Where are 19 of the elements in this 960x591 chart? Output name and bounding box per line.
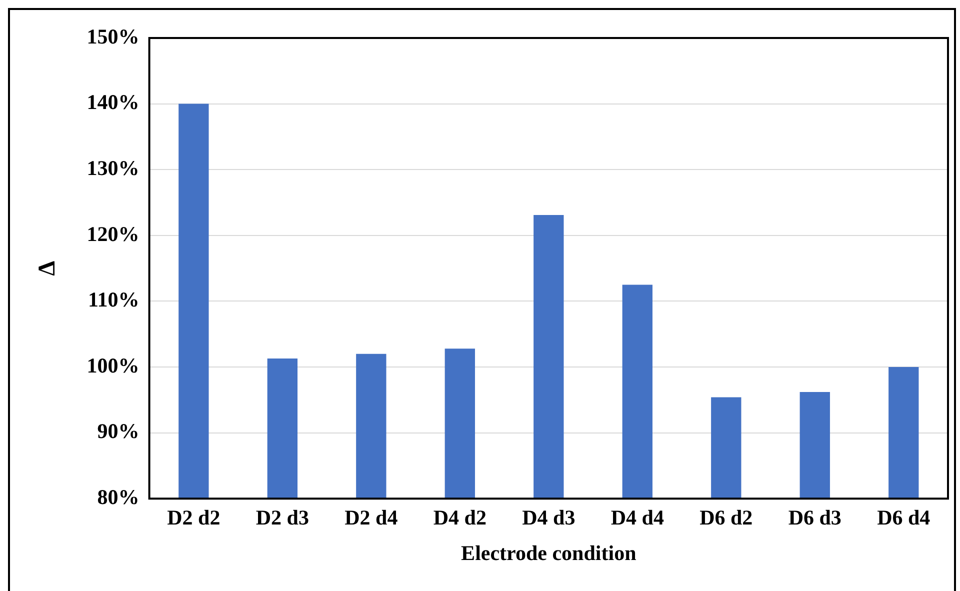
x-tick-label: D4 d3 xyxy=(522,506,576,530)
y-tick-label: 80% xyxy=(97,485,140,510)
y-tick-label: 90% xyxy=(97,419,140,444)
x-tick-label: D4 d2 xyxy=(433,506,486,530)
x-tick-label: D2 d4 xyxy=(344,506,398,530)
x-tick-label: D6 d3 xyxy=(788,506,842,530)
x-tick-label: D6 d2 xyxy=(700,506,753,530)
y-tick-label: 100% xyxy=(86,353,140,378)
y-tick-label: 140% xyxy=(86,90,140,114)
x-axis-title: Electrode condition xyxy=(461,540,637,565)
y-tick-label: 110% xyxy=(88,288,140,312)
y-tick-label: 130% xyxy=(86,156,140,180)
y-tick-label: 150% xyxy=(86,24,140,48)
x-tick-label: D6 d4 xyxy=(877,506,931,530)
x-tick-label: D2 d3 xyxy=(256,506,309,530)
x-tick-label: D4 d4 xyxy=(610,506,664,530)
y-tick-label: 120% xyxy=(86,222,140,246)
y-axis-title: Δ xyxy=(34,260,61,276)
x-tick-label: D2 d2 xyxy=(167,506,220,530)
